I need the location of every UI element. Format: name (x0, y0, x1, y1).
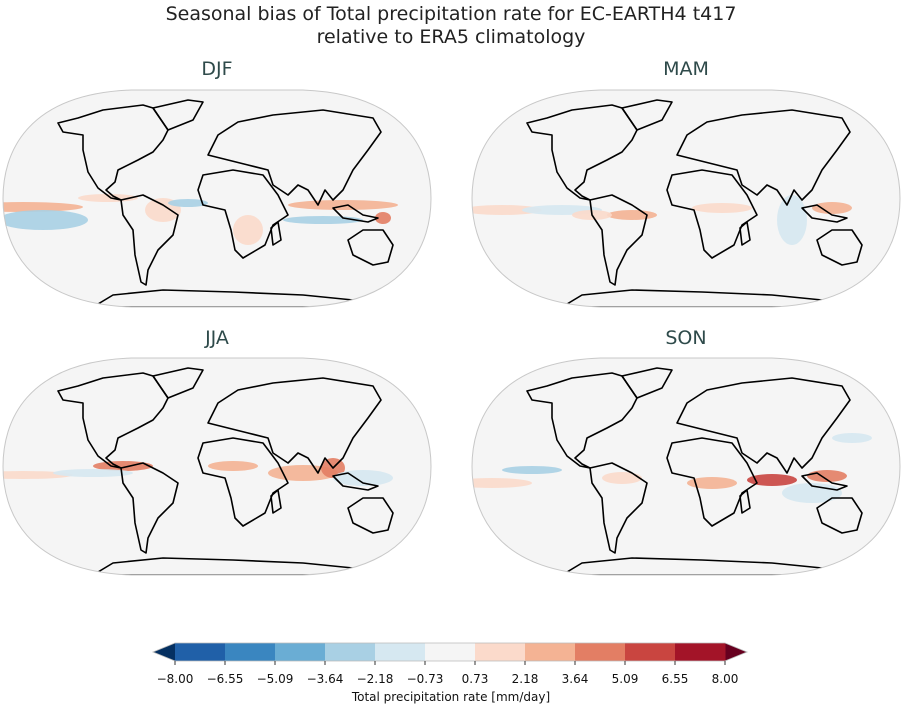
colorbar (151, 642, 749, 665)
coastline (270, 489, 282, 514)
coastline (676, 109, 851, 206)
colorbar-segment (375, 643, 426, 661)
coastline (739, 489, 751, 514)
colorbar-tick-label: −5.09 (256, 672, 294, 686)
coastline (816, 497, 863, 534)
bias-region (472, 205, 542, 215)
bias-region (168, 199, 208, 207)
colorbar-segment (425, 643, 476, 661)
bias-region (472, 478, 532, 488)
coastline (526, 372, 638, 469)
coastline (270, 221, 282, 246)
coastline (207, 109, 382, 206)
colorbar-tick-label: 5.09 (611, 672, 639, 686)
coastline (621, 99, 673, 131)
coastline (666, 169, 758, 259)
colorbar-segment (475, 643, 526, 661)
bias-region (812, 202, 852, 214)
map-son (471, 357, 901, 576)
map-djf (2, 89, 432, 308)
coastline (589, 462, 648, 554)
map-background (472, 358, 900, 575)
colorbar-segment (675, 643, 726, 661)
coastline (621, 367, 673, 399)
colorbar-segment (175, 643, 226, 661)
colorbar-segment (525, 643, 576, 661)
panel-title-mam: MAM (663, 58, 709, 80)
coastline (526, 104, 638, 201)
coastline (332, 204, 379, 223)
colorbar-tick-label: 2.18 (511, 672, 539, 686)
coastline (57, 372, 169, 469)
bias-region (607, 210, 657, 220)
colorbar-segment (225, 643, 276, 661)
map-border (471, 89, 901, 308)
coastline (120, 462, 179, 554)
colorbar-label: Total precipitation rate [mm/day] (351, 690, 551, 704)
bias-region (375, 212, 391, 224)
colorbar-tick-label: 6.55 (661, 672, 689, 686)
coastline (589, 194, 648, 286)
colorbar-tick-label: 3.64 (561, 672, 589, 686)
colorbar-under-arrow (153, 643, 175, 661)
colorbar-tick-label: 0.73 (461, 672, 489, 686)
bias-region (333, 470, 393, 486)
coastline (197, 169, 289, 259)
bias-region (288, 200, 398, 210)
bias-region (3, 471, 73, 479)
map-border (2, 89, 432, 308)
colorbar-tick-label: −3.64 (306, 672, 344, 686)
map-background (472, 90, 900, 307)
colorbar-segment (325, 643, 376, 661)
colorbar-tick-label: −0.73 (406, 672, 444, 686)
map-border (471, 357, 901, 576)
bias-region (692, 203, 752, 213)
coastline (816, 229, 863, 266)
coastline (207, 377, 382, 474)
bias-region (53, 469, 133, 477)
colorbar-tick-label: −2.18 (356, 672, 394, 686)
coastline (57, 104, 169, 201)
colorbar-segment (625, 643, 676, 661)
coastline (801, 204, 848, 223)
bias-region (3, 210, 88, 230)
coastline (347, 229, 394, 266)
panel-title-son: SON (665, 327, 707, 349)
figure-title-line2: relative to ERA5 climatology (316, 26, 586, 48)
coastline (152, 367, 204, 399)
colorbar-tick-label: −6.55 (206, 672, 244, 686)
coastline (676, 377, 851, 474)
bias-region (832, 433, 872, 443)
map-mam (471, 89, 901, 308)
map-border (2, 357, 432, 576)
coastline (666, 437, 758, 527)
colorbar-segment (275, 643, 326, 661)
coastline (347, 497, 394, 534)
coastline (120, 194, 179, 286)
figure-title-line1: Seasonal bias of Total precipitation rat… (165, 3, 737, 25)
bias-region (3, 202, 83, 212)
coastline (197, 437, 289, 527)
bias-region (687, 477, 737, 489)
bias-region (777, 195, 807, 245)
panel-title-djf: DJF (201, 58, 233, 80)
bias-region (208, 461, 258, 471)
coastline (152, 99, 204, 131)
colorbar-tick-label: −8.00 (156, 672, 194, 686)
bias-region (602, 472, 642, 484)
panel-title-jja: JJA (205, 327, 229, 349)
coastline (739, 221, 751, 246)
coastline (801, 472, 848, 491)
map-jja (2, 357, 432, 576)
bias-region (233, 215, 263, 245)
colorbar-over-arrow (725, 643, 747, 661)
colorbar-tick-label: 8.00 (711, 672, 739, 686)
map-background (3, 90, 431, 307)
colorbar-segment (575, 643, 626, 661)
bias-region (747, 474, 797, 486)
coastline (332, 472, 379, 491)
bias-region (502, 466, 562, 474)
